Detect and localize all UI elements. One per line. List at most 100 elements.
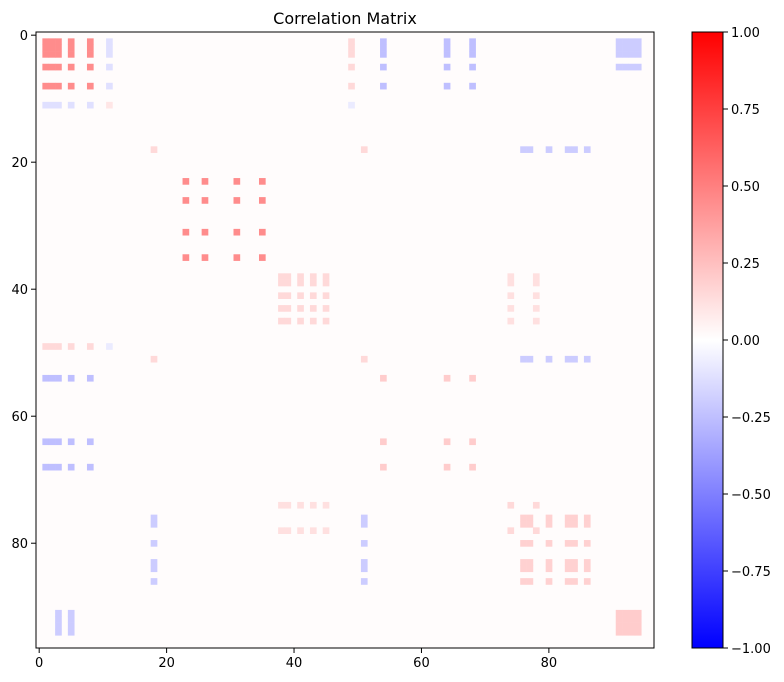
y-tick-label: 40 — [11, 283, 28, 298]
heatmap-cell — [48, 63, 56, 71]
heatmap-cell — [545, 578, 553, 585]
heatmap-cell — [571, 540, 578, 547]
heatmap-cell — [67, 628, 75, 636]
heatmap-cell — [615, 628, 623, 636]
heatmap-cell — [545, 514, 553, 522]
heatmap-cell — [583, 540, 591, 547]
heatmap-cell — [42, 463, 50, 471]
heatmap-cell — [258, 254, 266, 261]
heatmap-cell — [571, 146, 578, 153]
heatmap-cell — [628, 622, 636, 630]
heatmap-cell — [42, 63, 50, 71]
heatmap-cell — [526, 520, 534, 528]
heatmap-cell — [86, 463, 94, 471]
heatmap-cell — [67, 616, 75, 623]
heatmap-cell — [67, 622, 75, 630]
heatmap-cell — [532, 279, 540, 287]
heatmap-cell — [201, 254, 209, 261]
heatmap-cell — [86, 51, 94, 58]
colorbar-gradient — [691, 31, 724, 649]
heatmap-cell — [42, 38, 50, 45]
heatmap-cell — [309, 317, 317, 325]
heatmap-cell — [628, 38, 636, 45]
colorbar-tick-label: −0.25 — [731, 411, 771, 426]
heatmap-cell — [150, 578, 158, 585]
heatmap-cell — [583, 559, 591, 566]
heatmap-cell — [532, 501, 540, 509]
heatmap-cell — [258, 178, 266, 185]
heatmap-cell — [564, 565, 572, 573]
colorbar-tick-label: −1.00 — [731, 642, 771, 657]
heatmap-cell — [55, 438, 62, 446]
heatmap-cell — [634, 609, 642, 617]
heatmap-cell — [520, 520, 527, 528]
heatmap-cell — [297, 317, 304, 325]
heatmap-cell — [42, 44, 50, 52]
heatmap-cell — [443, 44, 451, 52]
heatmap-cell — [42, 438, 50, 446]
heatmap-cell — [634, 616, 642, 623]
heatmap-cell — [309, 527, 317, 534]
heatmap-cell — [42, 101, 50, 109]
heatmap-cell — [297, 501, 304, 509]
heatmap-cell — [42, 51, 50, 58]
heatmap-cell — [42, 343, 50, 350]
heatmap-cell — [526, 540, 534, 547]
heatmap-cell — [532, 292, 540, 300]
heatmap-cell — [469, 82, 476, 90]
heatmap-cell — [106, 38, 113, 45]
heatmap-cell — [360, 559, 368, 566]
heatmap-cell — [571, 514, 578, 522]
heatmap-cell — [526, 559, 534, 566]
heatmap-cell — [507, 292, 515, 300]
heatmap-cell — [507, 273, 515, 280]
heatmap-cell — [278, 527, 285, 534]
heatmap-cell — [67, 44, 75, 52]
y-tick-label: 20 — [11, 156, 28, 171]
heatmap-cell — [520, 146, 527, 153]
heatmap-cell — [67, 374, 75, 382]
heatmap-cell — [507, 305, 515, 312]
heatmap-cell — [48, 82, 56, 90]
heatmap-cell — [55, 343, 62, 350]
heatmap-cell — [348, 101, 355, 109]
heatmap-cell — [309, 273, 317, 280]
x-tick-label: 80 — [541, 656, 558, 671]
heatmap-cell — [284, 273, 292, 280]
heatmap-cell — [469, 44, 476, 52]
heatmap-cell — [360, 578, 368, 585]
heatmap-cell — [150, 565, 158, 573]
heatmap-cell — [545, 565, 553, 573]
heatmap-cell — [42, 374, 50, 382]
heatmap-cell — [380, 38, 387, 45]
heatmap-cell — [622, 609, 629, 617]
heatmap-cell — [564, 146, 572, 153]
heatmap-cell — [55, 463, 62, 471]
colorbar-tick-label: 0.00 — [731, 334, 760, 349]
heatmap-cell — [297, 305, 304, 312]
heatmap-cell — [67, 51, 75, 58]
heatmap-cell — [106, 82, 113, 90]
plot-area — [36, 32, 654, 648]
heatmap-cell — [583, 520, 591, 528]
heatmap-cell — [571, 565, 578, 573]
heatmap-cell — [564, 355, 572, 363]
heatmap-cell — [628, 44, 636, 52]
heatmap-cell — [106, 44, 113, 52]
heatmap-cell — [622, 616, 629, 623]
heatmap-cell — [360, 355, 368, 363]
heatmap-cell — [48, 51, 56, 58]
heatmap-cell — [380, 51, 387, 58]
heatmap-cell — [67, 438, 75, 446]
heatmap-cell — [622, 38, 629, 45]
heatmap-cell — [628, 628, 636, 636]
heatmap-cell — [55, 38, 62, 45]
heatmap-cell — [55, 622, 62, 630]
heatmap-cell — [532, 305, 540, 312]
heatmap-cell — [545, 146, 553, 153]
heatmap-cell — [55, 616, 62, 623]
heatmap-cell — [360, 565, 368, 573]
heatmap-cell — [297, 273, 304, 280]
heatmap-cell — [48, 438, 56, 446]
